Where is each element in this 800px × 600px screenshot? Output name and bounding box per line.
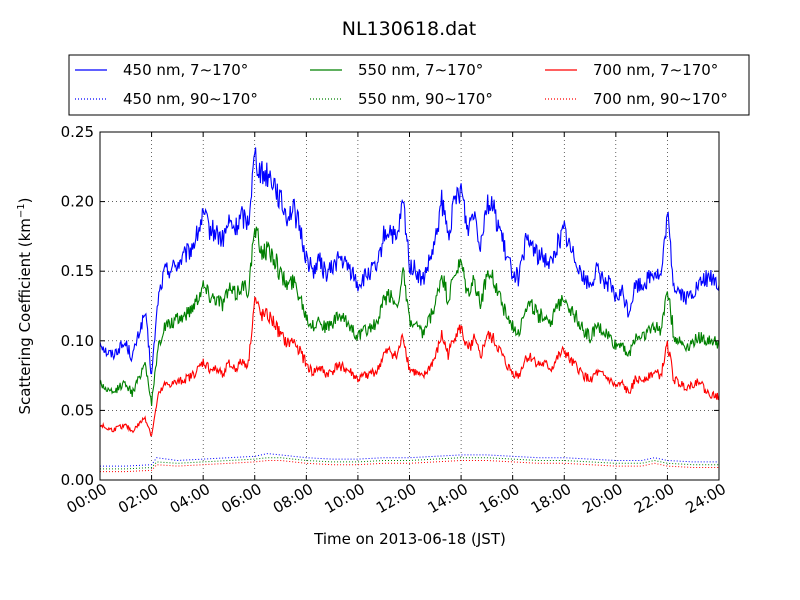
- x-axis-label: Time on 2013-06-18 (JST): [313, 530, 506, 548]
- series-line-4: [100, 457, 719, 470]
- series-line-2: [99, 296, 720, 437]
- y-axis-label-exponent: −1: [16, 203, 27, 218]
- x-tick-label: 06:00: [218, 480, 264, 517]
- x-tick-label: 02:00: [115, 480, 161, 517]
- legend-label-5: 700 nm, 90∼170°: [593, 90, 728, 108]
- y-tick-label: 0.05: [61, 401, 94, 419]
- y-axis-label-main: Scattering Coefficient (km: [16, 218, 34, 414]
- y-tick-label: 0.20: [61, 193, 94, 211]
- series-line-5: [100, 460, 719, 473]
- legend-label-2: 700 nm, 7∼170°: [593, 61, 718, 79]
- x-tick-label: 04:00: [167, 480, 213, 517]
- y-tick-label: 0.25: [61, 123, 94, 141]
- x-tick-label: 14:00: [425, 480, 471, 517]
- series-line-1: [99, 226, 720, 407]
- legend-label-4: 550 nm, 90∼170°: [358, 90, 493, 108]
- x-tick-label: 08:00: [270, 480, 316, 517]
- x-tick-label: 10:00: [321, 480, 367, 517]
- x-tick-label: 20:00: [579, 480, 625, 517]
- chart-title: NL130618.dat: [341, 18, 477, 40]
- axis-ticks: 00:00 02:00 04:00 06:00 08:00 10:00 12:00 14:00…: [61, 123, 729, 517]
- legend-label-3: 450 nm, 90∼170°: [123, 90, 258, 108]
- x-tick-label: 24:00: [683, 480, 729, 517]
- y-axis-label-close: ): [16, 197, 34, 203]
- x-tick-label: 22:00: [631, 480, 677, 517]
- x-tick-label: 12:00: [373, 480, 419, 517]
- y-axis-label: Scattering Coefficient (km−1): [16, 197, 34, 414]
- legend-label-1: 550 nm, 7∼170°: [358, 61, 483, 79]
- series-line-0: [99, 147, 720, 375]
- series-lines: [99, 147, 720, 473]
- legend-box: [68, 54, 750, 116]
- y-tick-label: 0.15: [61, 262, 94, 280]
- y-tick-label: 0.00: [61, 471, 94, 489]
- y-tick-label: 0.10: [61, 332, 94, 350]
- x-tick-label: 18:00: [528, 480, 574, 517]
- x-tick-label: 16:00: [476, 480, 522, 517]
- legend: 450 nm, 7∼170° 550 nm, 7∼170° 700 nm, 7∼17…: [68, 54, 750, 116]
- legend-label-0: 450 nm, 7∼170°: [123, 61, 248, 79]
